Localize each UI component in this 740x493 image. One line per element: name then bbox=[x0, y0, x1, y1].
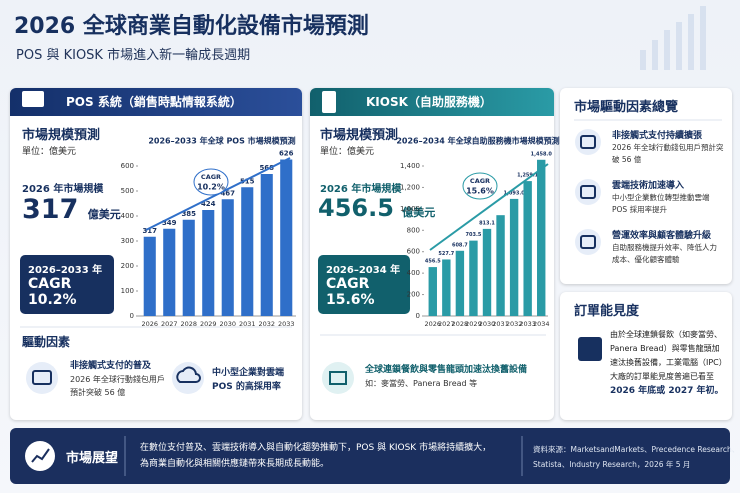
item-desc: 自助服務機提升效率、降低人力成本、優化顧客體驗 bbox=[612, 243, 717, 264]
period: 2026–2034 年 bbox=[326, 265, 401, 276]
line: 在數位支付普及、雲端技術導入與自動化趨勢推動下，POS 與 KIOSK 市場將持… bbox=[140, 443, 492, 453]
cagr-box: 2026–2033 年 CAGR 10.2% bbox=[20, 255, 114, 314]
kiosk-heading: KIOSK（自助服務機） bbox=[310, 88, 554, 116]
body: 由於全球連鎖餐飲（如麥當勞、Panera Bread）與零售龍頭加速汰換舊設備，… bbox=[610, 330, 723, 381]
number: 317 bbox=[22, 194, 79, 225]
unit: 單位：億美元 bbox=[22, 147, 77, 157]
footer bbox=[10, 428, 730, 484]
number: 456.5 bbox=[318, 194, 394, 222]
driver-title: 非接觸式支付的普及 bbox=[70, 361, 152, 371]
item-desc: 2026 年全球行動錢包用戶預計突破 56 億 bbox=[612, 143, 724, 164]
pos-panel bbox=[10, 88, 302, 420]
line: 資料來源：MarketsandMarkets、Precedence Resear… bbox=[533, 445, 740, 454]
item-desc: 中小型企業數位轉型推動雲端 POS 採用率提升 bbox=[612, 193, 710, 214]
driver-title: 中小型企業對雲端 POS 的高採用率 bbox=[212, 368, 285, 392]
period: 2026–2033 年 bbox=[28, 265, 103, 276]
footer-text: 在數位支付普及、雲端技術導入與自動化趨勢推動下，POS 與 KIOSK 市場將持… bbox=[140, 440, 491, 472]
driver-desc: 2026 年全球行動錢包用戶 預計突破 56 億 bbox=[70, 373, 165, 399]
size-title: 市場規模預測 bbox=[320, 128, 399, 143]
item-title: 營運效率與顧客體驗升級 bbox=[612, 231, 712, 241]
year-label: 2026 年市場規模 bbox=[22, 184, 104, 195]
item-title: 雲端技術加速導入 bbox=[612, 181, 685, 191]
subtitle: POS 與 KIOSK 市場進入新一輪成長週期 bbox=[16, 48, 251, 63]
year-label: 2026 年市場規模 bbox=[320, 184, 402, 195]
unit: 億美元 bbox=[402, 206, 436, 219]
drivers-title: 驅動因素 bbox=[22, 335, 71, 349]
visibility-title: 訂單能見度 bbox=[574, 304, 640, 319]
line: 2026 年全球行動錢包用戶 bbox=[70, 375, 165, 384]
unit: 億美元 bbox=[87, 208, 121, 221]
driver-title: 全球連鎖餐飲與零售龍頭加速汰換舊設備 bbox=[365, 365, 528, 375]
item-title: 非接觸式支付持續擴張 bbox=[612, 131, 703, 141]
size-title: 市場規模預測 bbox=[22, 128, 101, 143]
unit: 單位：億美元 bbox=[320, 147, 375, 157]
overview-title: 市場驅動因素總覽 bbox=[574, 100, 679, 115]
driver-desc: 如：麥當勞、Panera Bread 等 bbox=[365, 379, 478, 388]
source: 資料來源：MarketsandMarkets、Precedence Resear… bbox=[533, 442, 739, 472]
line: Statista、Industry Research，2026 年 5 月 bbox=[533, 460, 691, 469]
cagr: CAGR 15.6% bbox=[326, 276, 375, 308]
cagr: CAGR 10.2% bbox=[28, 276, 77, 308]
big-value: 317 億美元 bbox=[22, 194, 121, 225]
title: 2026 全球商業自動化設備市場預測 bbox=[14, 14, 369, 39]
line: 預計突破 56 億 bbox=[70, 388, 126, 397]
line: 為商業自動化與相關供應鏈帶來長期成長動能。 bbox=[140, 459, 330, 469]
visibility-text: 由於全球連鎖餐飲（如麥當勞、Panera Bread）與零售龍頭加速汰換舊設備，… bbox=[610, 328, 726, 398]
cagr-box: 2026–2034 年 CAGR 15.6% bbox=[318, 255, 410, 314]
emphasis: 2026 年底或 2027 年初。 bbox=[610, 386, 724, 396]
footer-title: 市場展望 bbox=[66, 451, 119, 466]
pos-heading: POS 系統（銷售時點情報系統） bbox=[10, 88, 302, 116]
big-value: 456.5 億美元 bbox=[318, 194, 435, 222]
decoration bbox=[640, 6, 706, 70]
